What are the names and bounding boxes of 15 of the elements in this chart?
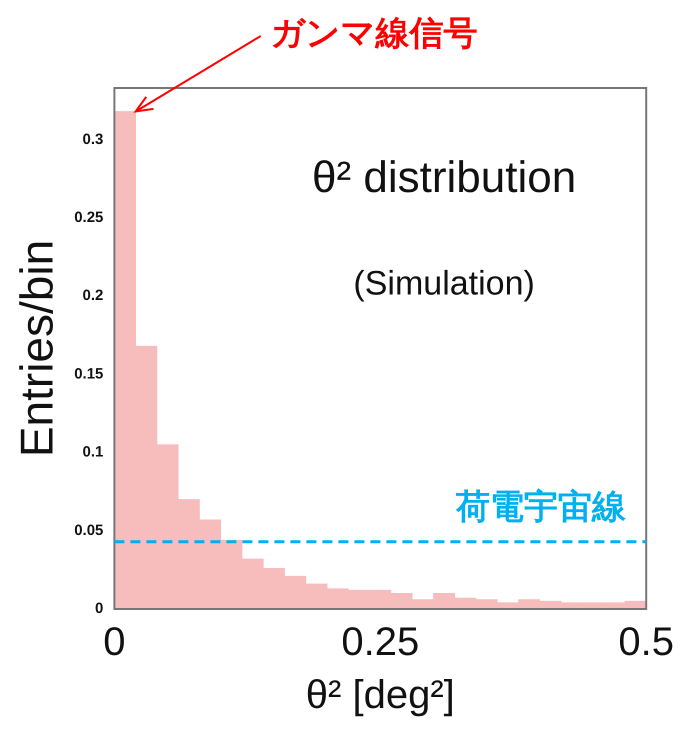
y-tick-label: 0.25 xyxy=(74,209,104,226)
annotation: ガンマ線信号 xyxy=(270,14,478,52)
y-axis-title: Entries/bin xyxy=(10,240,62,458)
y-tick-label: 0.2 xyxy=(82,287,104,304)
x-tick-label: 0.5 xyxy=(618,620,674,664)
ref-line-label: 荷電宇宙線 xyxy=(455,488,628,526)
x-axis-title: θ² [deg²] xyxy=(306,673,455,718)
annotation: θ² distribution xyxy=(312,153,576,202)
y-tick-label: 0.3 xyxy=(82,130,104,148)
x-tick-label: 0.25 xyxy=(341,620,420,664)
y-tick-label: 0.05 xyxy=(74,522,104,539)
y-tick-label: 0 xyxy=(95,600,104,618)
y-tick-label: 0.15 xyxy=(74,365,104,382)
y-tick-label: 0.1 xyxy=(82,444,104,461)
annotation: (Simulation) xyxy=(353,264,535,302)
